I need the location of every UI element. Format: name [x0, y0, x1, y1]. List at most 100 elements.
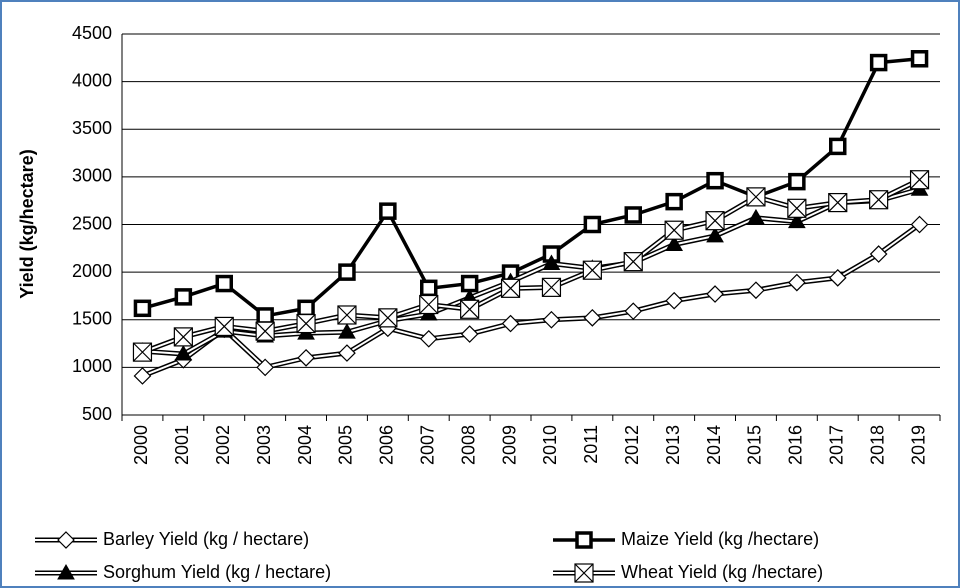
marker [460, 299, 480, 319]
marker [419, 294, 439, 315]
x-tick-label: 2001 [172, 425, 192, 465]
y-tick-label: 500 [82, 404, 112, 424]
marker [297, 299, 315, 318]
marker [706, 285, 724, 303]
marker-part [173, 327, 193, 347]
x-tick-label: 2003 [254, 425, 274, 465]
legend-label: Sorghum Yield (kg / hectare) [103, 562, 331, 582]
x-tick-label: 2015 [745, 425, 765, 465]
marker-part [133, 342, 152, 362]
x-tick-label: 2008 [458, 425, 478, 465]
x-tick-label: 2013 [663, 425, 683, 465]
marker-part [214, 316, 234, 336]
marker [174, 288, 193, 306]
marker [57, 563, 75, 580]
marker [460, 325, 479, 343]
x-tick-label: 2005 [336, 425, 356, 465]
marker [57, 531, 75, 549]
marker [624, 206, 642, 224]
marker-part [664, 220, 684, 240]
marker [706, 226, 724, 243]
marker [787, 212, 806, 229]
marker [664, 220, 684, 240]
x-tick-label: 2017 [827, 425, 847, 465]
x-tick-label: 2016 [786, 425, 806, 465]
marker [460, 274, 479, 293]
marker [256, 358, 274, 377]
marker-part [378, 308, 398, 328]
marker [255, 321, 275, 341]
marker [133, 367, 152, 385]
marker [574, 563, 594, 583]
x-tick-label: 2018 [867, 425, 887, 465]
marker [910, 50, 929, 68]
y-tick-label: 3000 [72, 166, 112, 186]
y-tick-label: 4000 [72, 70, 112, 90]
marker [623, 252, 643, 272]
marker [869, 53, 888, 72]
marker [338, 323, 356, 339]
y-tick-label: 1500 [72, 309, 112, 329]
marker [705, 211, 725, 231]
marker-part [542, 277, 561, 297]
marker [500, 278, 521, 298]
legend-label: Wheat Yield (kg /hectare) [621, 562, 823, 582]
marker-part [910, 170, 929, 190]
x-tick-label: 2009 [499, 425, 519, 465]
marker [746, 187, 766, 207]
marker-part [337, 305, 357, 325]
marker [788, 172, 806, 191]
marker [542, 310, 561, 329]
marker [542, 254, 561, 271]
marker [379, 202, 397, 220]
marker [338, 344, 356, 362]
marker [501, 314, 520, 333]
y-axis-label: Yield (kg/hectare) [17, 149, 37, 298]
marker [828, 192, 848, 213]
marker [214, 316, 234, 337]
x-tick-label: 2000 [131, 425, 151, 465]
x-tick-label: 2010 [540, 425, 560, 465]
marker [665, 291, 683, 310]
marker-part [582, 260, 602, 280]
x-tick-label: 2014 [704, 425, 724, 465]
marker [173, 327, 193, 347]
marker [297, 349, 315, 367]
marker-part [296, 314, 316, 333]
y-tick-label: 4500 [72, 23, 112, 43]
y-tick-label: 2500 [72, 213, 112, 233]
marker [419, 329, 438, 348]
marker-part [828, 193, 848, 213]
legend-label: Barley Yield (kg / hectare) [103, 529, 309, 549]
marker [215, 274, 233, 293]
y-tick-label: 1000 [72, 356, 112, 376]
marker [829, 137, 847, 156]
marker [665, 235, 684, 252]
marker-part [787, 198, 807, 218]
marker [541, 277, 562, 297]
x-tick-label: 2002 [213, 425, 233, 465]
marker-part [869, 190, 889, 210]
marker [583, 308, 602, 327]
marker-part [419, 295, 439, 314]
x-tick-label: 2007 [418, 425, 438, 465]
y-tick-label: 2000 [72, 261, 112, 281]
marker [828, 268, 847, 287]
marker [909, 170, 930, 190]
marker [296, 313, 316, 334]
x-tick-label: 2012 [622, 425, 642, 465]
marker [706, 171, 724, 190]
legend-label: Maize Yield (kg /hectare) [621, 529, 819, 549]
marker [665, 192, 683, 211]
marker-part [255, 321, 275, 341]
marker [132, 342, 153, 362]
x-tick-label: 2006 [377, 425, 397, 465]
marker [256, 307, 274, 325]
marker-part [574, 563, 594, 583]
marker [582, 260, 602, 280]
marker [787, 198, 807, 218]
marker [747, 281, 765, 300]
marker [174, 345, 193, 361]
marker [910, 215, 929, 234]
